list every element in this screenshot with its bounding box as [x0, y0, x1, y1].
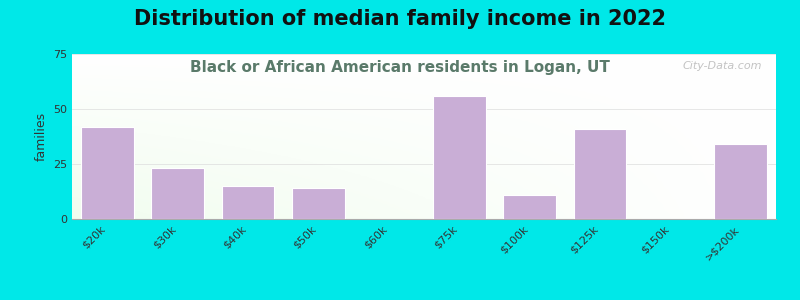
Text: Distribution of median family income in 2022: Distribution of median family income in … — [134, 9, 666, 29]
Bar — [433, 96, 486, 219]
Bar — [222, 186, 274, 219]
Text: Black or African American residents in Logan, UT: Black or African American residents in L… — [190, 60, 610, 75]
Bar — [151, 168, 204, 219]
Y-axis label: families: families — [34, 112, 47, 161]
Text: City-Data.com: City-Data.com — [682, 61, 762, 70]
Bar — [81, 127, 134, 219]
Bar — [503, 195, 556, 219]
Bar — [714, 144, 767, 219]
Bar — [292, 188, 345, 219]
Bar — [574, 129, 626, 219]
